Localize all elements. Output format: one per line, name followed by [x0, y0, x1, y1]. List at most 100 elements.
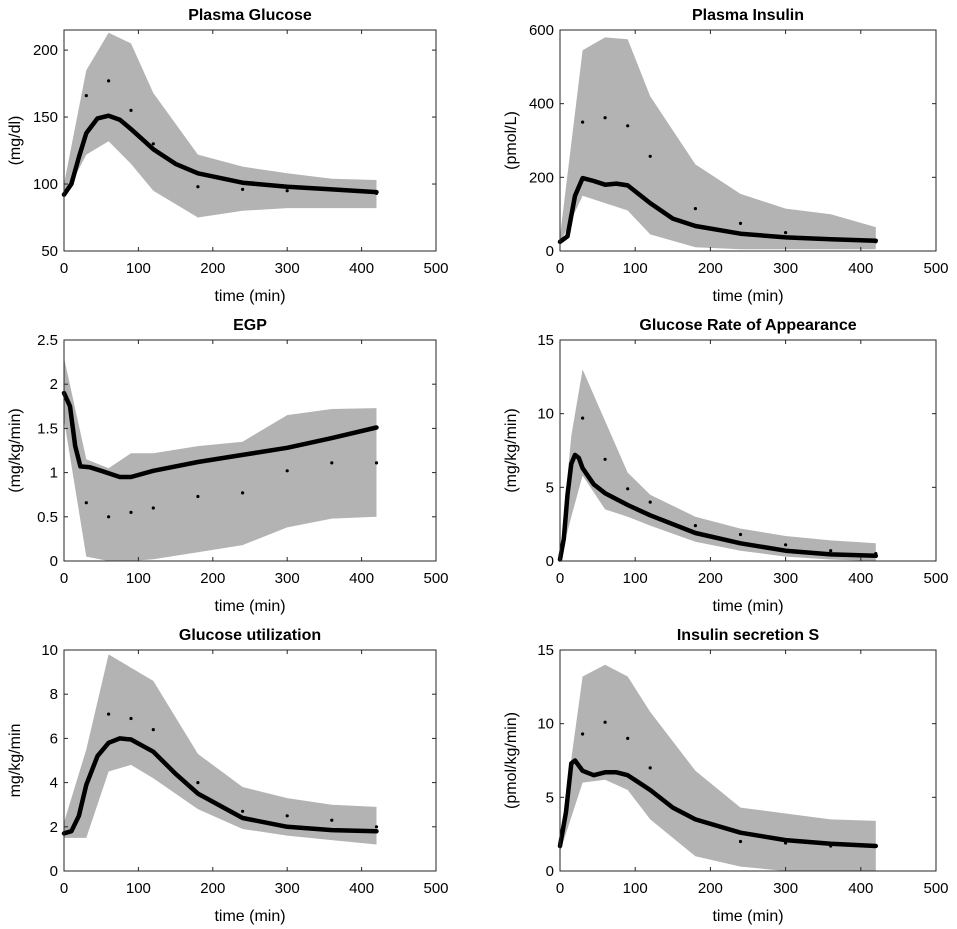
axes-box — [559, 29, 937, 252]
y-tick-label: 400 — [529, 96, 554, 113]
data-point — [648, 500, 652, 504]
axes-box — [559, 649, 937, 872]
x-tick-label: 500 — [423, 260, 448, 277]
x-tick-label: 200 — [200, 570, 225, 587]
data-point — [829, 844, 833, 848]
chart-title: Glucose utilization — [179, 627, 321, 644]
y-tick-label: 100 — [33, 176, 58, 193]
y-tick-label: 600 — [529, 22, 554, 39]
data-point — [107, 515, 111, 519]
chart-title: EGP — [233, 317, 267, 334]
y-tick-label: 0 — [546, 553, 554, 570]
axes-box — [63, 649, 437, 872]
data-point — [330, 818, 334, 822]
x-axis-label: time (min) — [214, 908, 285, 925]
x-tick-label: 300 — [275, 880, 300, 897]
data-point — [84, 94, 88, 98]
data-point — [648, 154, 652, 158]
data-point — [581, 120, 585, 124]
data-point — [874, 240, 878, 244]
x-tick-label: 100 — [126, 260, 151, 277]
x-tick-label: 400 — [349, 570, 374, 587]
x-tick-label: 0 — [556, 570, 564, 587]
x-tick-label: 200 — [200, 880, 225, 897]
y-tick-label: 5 — [546, 479, 554, 496]
y-tick-label: 1 — [50, 465, 58, 482]
data-point — [738, 221, 743, 225]
y-axis-label: (mg/dl) — [7, 116, 24, 166]
y-tick-label: 10 — [537, 716, 554, 733]
data-point — [374, 191, 379, 195]
data-point — [626, 487, 630, 491]
confidence-band — [560, 664, 876, 871]
x-axis-label: time (min) — [712, 908, 783, 925]
y-axis-label: (mg/kg/min) — [503, 408, 520, 492]
x-tick-label: 100 — [126, 570, 151, 587]
x-tick-label: 300 — [275, 260, 300, 277]
data-point — [784, 231, 788, 235]
mean-curve — [557, 758, 879, 849]
x-tick-label: 100 — [126, 880, 151, 897]
y-tick-label: 50 — [41, 243, 58, 260]
x-tick-label: 400 — [848, 880, 873, 897]
data-point — [581, 732, 585, 736]
y-tick-label: 8 — [50, 686, 58, 703]
y-tick-label: 15 — [537, 642, 554, 659]
x-tick-label: 300 — [275, 570, 300, 587]
y-axis-label: (mg/kg/min) — [7, 408, 24, 492]
y-tick-label: 150 — [33, 109, 58, 126]
y-axis-label: (pmol/kg/min) — [503, 712, 520, 809]
x-tick-label: 500 — [923, 570, 948, 587]
x-tick-label: 300 — [773, 880, 798, 897]
y-tick-label: 0.5 — [37, 509, 58, 526]
data-point — [626, 124, 630, 128]
x-tick-label: 200 — [200, 260, 225, 277]
data-point — [829, 549, 833, 553]
y-tick-label: 2 — [50, 376, 58, 393]
y-tick-label: 4 — [50, 775, 58, 792]
x-tick-label: 400 — [349, 260, 374, 277]
x-tick-label: 0 — [60, 880, 68, 897]
data-point — [874, 552, 878, 556]
x-tick-label: 500 — [923, 260, 948, 277]
x-tick-label: 0 — [556, 880, 564, 897]
x-tick-label: 300 — [773, 260, 798, 277]
data-point — [285, 469, 289, 473]
x-tick-label: 200 — [698, 260, 723, 277]
mean-curve — [61, 736, 379, 836]
data-point — [107, 79, 111, 83]
data-point — [285, 814, 289, 818]
subplot-4: 0 100 200 300 400 500 0 5 10 15 Glucose Rate of Ap… — [503, 317, 949, 615]
chart-title: Glucose Rate of Appearance — [639, 317, 856, 334]
y-tick-label: 200 — [529, 169, 554, 186]
subplot-2: 0 100 200 300 400 500 0 200 400 600 Plasma Insulin… — [503, 7, 949, 305]
data-point — [784, 841, 788, 845]
data-point — [107, 712, 111, 716]
data-point — [603, 116, 607, 120]
data-point — [241, 187, 245, 191]
confidence-band — [64, 32, 377, 218]
y-tick-label: 15 — [537, 332, 554, 349]
y-tick-label: 0 — [50, 553, 58, 570]
data-point — [151, 728, 155, 732]
x-axis-label: time (min) — [214, 288, 285, 305]
y-tick-label: 10 — [41, 642, 58, 659]
data-point — [784, 543, 788, 547]
y-axis-label: (pmol/L) — [503, 111, 520, 170]
data-point — [693, 524, 698, 528]
x-tick-label: 400 — [848, 570, 873, 587]
x-tick-label: 400 — [848, 260, 873, 277]
x-tick-label: 400 — [349, 880, 374, 897]
x-tick-label: 0 — [60, 260, 68, 277]
y-tick-label: 1.5 — [37, 420, 58, 437]
data-point — [241, 809, 245, 813]
x-tick-label: 0 — [556, 260, 564, 277]
subplot-1: 0 100 200 300 400 500 50 100 150 200 Plasma Glucos… — [7, 7, 449, 305]
data-point — [151, 506, 155, 510]
data-point — [241, 491, 245, 495]
data-point — [626, 736, 630, 741]
mean-curve — [61, 113, 379, 197]
x-tick-label: 100 — [623, 570, 648, 587]
data-point — [196, 781, 200, 785]
